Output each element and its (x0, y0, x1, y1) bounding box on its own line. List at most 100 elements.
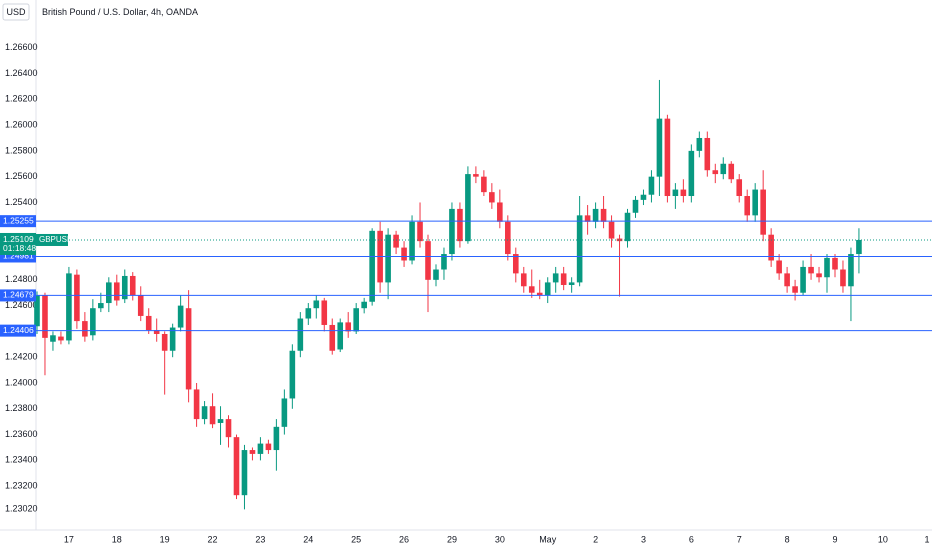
candle-body (58, 336, 64, 341)
x-tick-label: 25 (351, 534, 361, 544)
candle-body (680, 189, 687, 197)
candle-body (608, 221, 615, 239)
candle-body (808, 266, 814, 274)
candle-body (481, 176, 487, 193)
candle-body (153, 330, 160, 334)
candle-body (441, 254, 447, 270)
candle-body (409, 221, 415, 261)
x-tick-label: 29 (447, 534, 457, 544)
candle-body (121, 275, 128, 300)
candle-body (361, 301, 367, 309)
candle-body (425, 241, 431, 280)
candle-body (840, 269, 846, 287)
candle-body (536, 292, 543, 296)
level-label-bg (0, 289, 36, 302)
candle-body (177, 305, 184, 328)
y-tick-label: 1.26400 (5, 68, 38, 78)
candle-body (225, 419, 232, 438)
candle-body (520, 273, 527, 287)
last-price-bg (0, 232, 36, 255)
candle-body (728, 163, 735, 180)
candle-body (305, 308, 312, 319)
x-tick-label: 23 (255, 534, 265, 544)
candle-body (401, 247, 407, 261)
x-tick-label: 30 (495, 534, 505, 544)
countdown: 01:18:48 (3, 243, 36, 253)
candle-body (113, 282, 120, 301)
x-tick-label: 7 (737, 534, 742, 544)
y-tick-label: 1.25400 (5, 197, 38, 207)
x-tick-label: 18 (112, 534, 122, 544)
candle-body (201, 406, 208, 420)
candle-body (848, 254, 854, 287)
candle-body (552, 273, 559, 283)
symbol-label: GBPUSD (39, 235, 73, 244)
level-label: 1.24679 (3, 290, 34, 300)
y-tick-label: 1.23020 (5, 504, 38, 514)
candle-body (82, 321, 88, 337)
candle-body (137, 295, 144, 316)
candle-body (209, 406, 216, 425)
candle-body (505, 221, 511, 255)
candle-body (528, 286, 535, 293)
candle-body (712, 170, 719, 175)
candle-body (544, 282, 551, 296)
candle-body (50, 335, 56, 342)
x-tick-label: 26 (399, 534, 409, 544)
candle-body (497, 202, 503, 222)
level-label: 1.25255 (3, 215, 34, 225)
y-tick-label: 1.23600 (5, 429, 38, 439)
candle-body (98, 303, 104, 309)
x-tick-label: 3 (641, 534, 646, 544)
y-tick-label: 1.25600 (5, 171, 38, 181)
candle-body (800, 266, 806, 293)
candle-body (824, 257, 830, 278)
candle-body (512, 254, 519, 274)
candle-body (720, 163, 727, 175)
currency: USD (6, 7, 26, 17)
x-tick-label: 1 (924, 534, 929, 544)
x-tick-label: 10 (878, 534, 888, 544)
y-tick-label: 1.26200 (5, 94, 38, 104)
symbol-bg (36, 233, 68, 246)
x-tick-label: 9 (832, 534, 837, 544)
candle-body (776, 260, 782, 274)
candle-body (433, 269, 439, 280)
candle-body (169, 327, 176, 351)
candle-body (664, 118, 671, 197)
candle-body (696, 137, 703, 151)
candle-body (576, 215, 583, 283)
candle-body (584, 215, 591, 222)
candle-body (329, 324, 336, 351)
candle-body (792, 286, 798, 293)
candle-body (744, 196, 751, 216)
candle-body (42, 295, 48, 338)
y-tick-label: 1.25800 (5, 145, 38, 155)
candle-body (369, 230, 375, 302)
candle-body (233, 437, 240, 496)
candle-body (34, 295, 40, 327)
currency-box[interactable] (2, 3, 30, 21)
candle-body (457, 208, 463, 242)
candle-body (273, 426, 280, 451)
candle-body (417, 221, 423, 242)
y-tick-label: 1.23800 (5, 403, 38, 413)
candle-body (672, 189, 679, 197)
candle-body (624, 212, 631, 242)
x-tick-label: 19 (160, 534, 170, 544)
x-tick-label: 17 (64, 534, 74, 544)
candle-body (217, 419, 224, 423)
candle-body (568, 282, 575, 285)
candle-body (592, 208, 599, 222)
candle-body (289, 350, 296, 399)
candle-body (465, 174, 471, 242)
y-tick-label: 1.23200 (5, 481, 38, 491)
candle-body (816, 273, 822, 278)
candle-body (257, 443, 264, 454)
x-tick-label: 2 (593, 534, 598, 544)
x-tick-label: May (539, 534, 557, 544)
candle-body (297, 318, 304, 351)
candle-body (648, 176, 655, 195)
candle-body (337, 322, 344, 350)
